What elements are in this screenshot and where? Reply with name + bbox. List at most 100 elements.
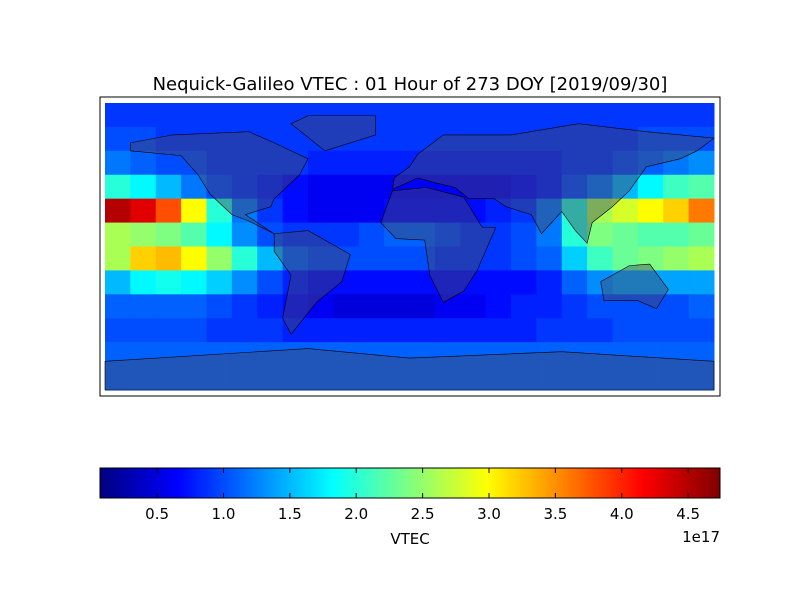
cell — [434, 198, 461, 224]
cell — [663, 198, 690, 224]
cell — [282, 294, 309, 319]
cell — [587, 198, 613, 224]
continent — [392, 123, 715, 244]
cell — [561, 222, 588, 247]
cell — [308, 366, 334, 391]
continent — [273, 230, 351, 335]
cell — [155, 246, 182, 271]
cell — [511, 342, 537, 367]
cell — [181, 318, 207, 343]
cell — [257, 126, 284, 152]
cell — [663, 150, 690, 176]
cell — [561, 150, 588, 176]
cell — [206, 318, 233, 343]
cell — [206, 366, 233, 391]
cell — [358, 150, 385, 176]
cell — [536, 126, 563, 152]
cell — [231, 342, 258, 367]
cell — [561, 342, 588, 367]
cell — [637, 222, 664, 247]
cell — [384, 342, 410, 367]
cell — [511, 246, 537, 271]
cell — [460, 150, 487, 176]
cell — [282, 318, 309, 343]
cell — [308, 246, 334, 271]
cell — [257, 294, 284, 319]
cell — [231, 150, 258, 176]
cell — [155, 366, 182, 391]
cell — [587, 174, 613, 200]
cell — [637, 198, 664, 224]
cell — [663, 174, 690, 200]
cell — [333, 270, 360, 295]
cell — [612, 174, 639, 200]
cell — [282, 366, 309, 391]
cell — [460, 270, 487, 295]
cell — [384, 294, 410, 319]
cell — [409, 342, 436, 367]
cell — [105, 198, 131, 224]
cell — [663, 342, 690, 367]
cell — [688, 198, 715, 224]
cell — [130, 342, 157, 367]
cell — [561, 366, 588, 391]
cell — [561, 318, 588, 343]
cell — [257, 103, 284, 128]
cell — [130, 150, 157, 176]
cell — [460, 126, 487, 152]
colorbar-tick-label: 3.0 — [477, 505, 501, 523]
cell — [511, 222, 537, 247]
cell — [637, 103, 664, 128]
cell — [511, 150, 537, 176]
cell — [105, 174, 131, 200]
cell — [282, 103, 309, 128]
cell — [485, 366, 512, 391]
cell — [536, 246, 563, 271]
cell — [663, 366, 690, 391]
cell — [231, 366, 258, 391]
cell — [282, 198, 309, 224]
cell — [511, 103, 537, 128]
cell — [333, 366, 360, 391]
cell — [282, 222, 309, 247]
cell — [688, 294, 715, 319]
cell — [308, 342, 334, 367]
cell — [587, 246, 613, 271]
cell — [257, 342, 284, 367]
land — [104, 115, 715, 391]
cell — [130, 294, 157, 319]
cell — [612, 126, 639, 152]
cell — [663, 318, 690, 343]
cell — [587, 318, 613, 343]
cell — [384, 103, 410, 128]
cell — [612, 150, 639, 176]
cell — [384, 270, 410, 295]
cell — [434, 103, 461, 128]
continent — [600, 263, 669, 310]
cell — [206, 270, 233, 295]
cell — [536, 366, 563, 391]
cell — [181, 150, 207, 176]
cell — [536, 318, 563, 343]
cell — [155, 126, 182, 152]
cell — [688, 270, 715, 295]
cell — [105, 366, 131, 391]
cell — [688, 246, 715, 271]
colorbar-tick-label: 0.5 — [145, 505, 169, 523]
cell — [688, 318, 715, 343]
plot-frame — [99, 96, 721, 397]
cell — [434, 150, 461, 176]
cell — [612, 246, 639, 271]
cell — [206, 103, 233, 128]
cell — [257, 198, 284, 224]
cell — [460, 103, 487, 128]
cell — [155, 318, 182, 343]
cell — [333, 126, 360, 152]
cell — [333, 222, 360, 247]
cell — [358, 222, 385, 247]
cell — [612, 342, 639, 367]
cell — [561, 174, 588, 200]
cell — [257, 318, 284, 343]
cell — [587, 270, 613, 295]
cell — [637, 270, 664, 295]
